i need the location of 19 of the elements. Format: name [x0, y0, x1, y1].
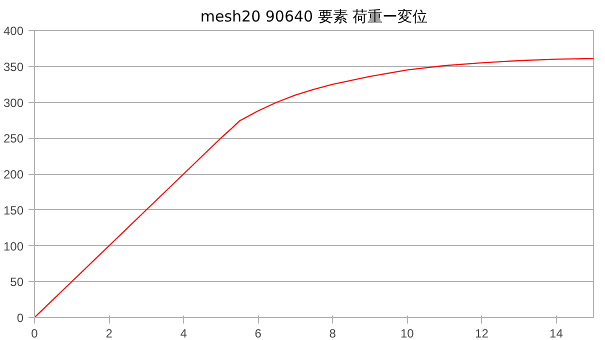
y-tick-label: 200: [3, 168, 24, 182]
y-tick-label: 300: [3, 96, 24, 110]
x-tick-label: 4: [180, 326, 188, 340]
y-tick-label: 400: [3, 24, 24, 38]
chart-title: mesh20 90640 要素 荷重ー変位: [200, 8, 428, 26]
x-tick-label: 10: [400, 326, 414, 340]
x-tick-label: 8: [329, 326, 336, 340]
y-tick-label: 150: [3, 203, 24, 218]
y-tick-label: 50: [10, 275, 24, 290]
x-tick-label: 6: [254, 326, 262, 340]
y-tick-label: 250: [3, 132, 24, 146]
x-tick-label: 14: [550, 326, 564, 340]
y-tick-label: 0: [16, 311, 24, 325]
x-tick-label: 2: [106, 326, 113, 340]
y-tick-label: 100: [3, 239, 24, 254]
y-tick-label: 350: [3, 60, 24, 74]
x-tick-label: 12: [475, 326, 489, 340]
line-series: [34, 58, 594, 318]
x-tick-label: 0: [31, 326, 38, 340]
